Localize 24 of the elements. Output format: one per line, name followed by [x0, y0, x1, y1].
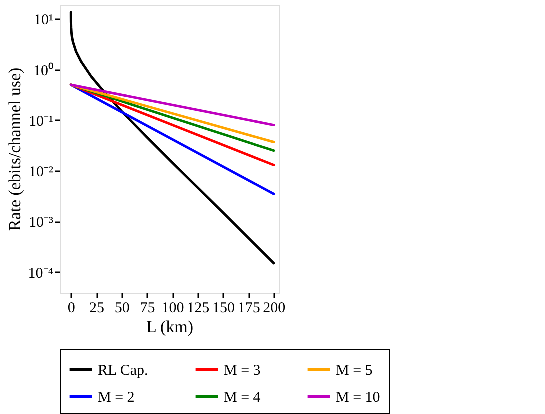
- legend-label: RL Cap.: [98, 363, 148, 379]
- x-tick-label: 200: [263, 300, 286, 316]
- x-tick-label: 175: [238, 300, 260, 316]
- y-tick-label: 10⁻²: [29, 164, 54, 181]
- legend-label: M = 5: [336, 363, 373, 379]
- legend-label: M = 10: [336, 390, 380, 406]
- x-tick-label: 150: [212, 300, 235, 316]
- legend-label: M = 2: [98, 390, 135, 406]
- x-tick-label: 0: [68, 300, 76, 316]
- legend-label: M = 4: [224, 390, 262, 406]
- y-tick-label: 10⁻¹: [29, 114, 54, 130]
- x-tick-label: 75: [140, 300, 156, 316]
- y-tick-label: 10¹: [34, 12, 54, 29]
- y-tick-label: 10⁻³: [29, 215, 54, 232]
- legend-label: M = 3: [224, 363, 261, 379]
- x-tick-label: 125: [187, 300, 210, 316]
- line-series: [70, 11, 276, 265]
- x-tick-label: 50: [114, 300, 130, 316]
- y-tick-label: 10⁻⁴: [28, 266, 54, 282]
- y-axis-title: Rate (ebits/channel use): [5, 68, 24, 232]
- x-axis-title: L (km): [146, 318, 194, 336]
- x-tick-label: 25: [90, 300, 104, 316]
- x-tick-label: 100: [162, 300, 184, 316]
- y-tick-label: 10⁰: [34, 62, 54, 80]
